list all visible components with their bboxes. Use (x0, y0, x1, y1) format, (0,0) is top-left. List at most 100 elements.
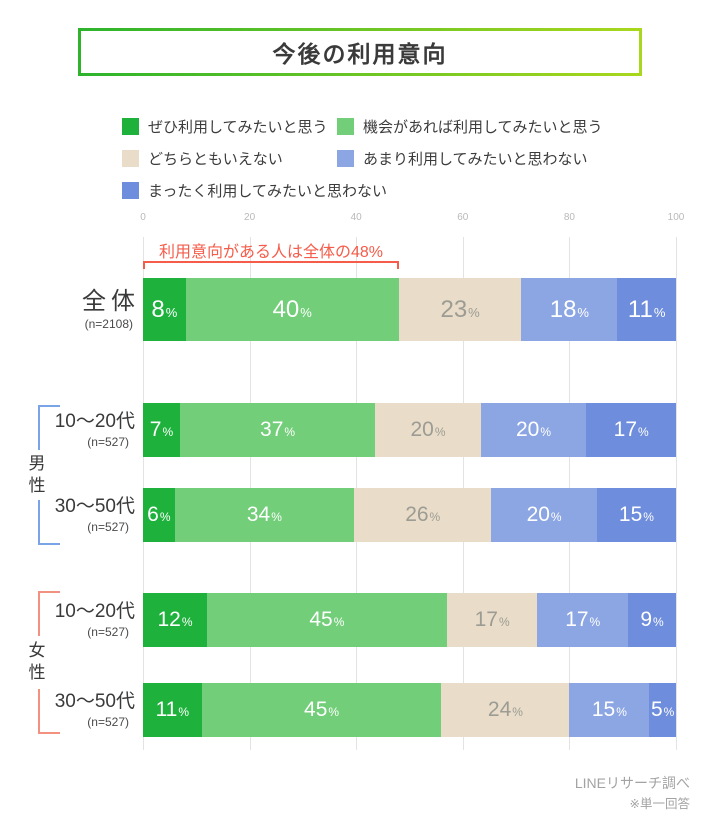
legend-swatch (337, 149, 354, 167)
bar-segment-value: 40% (272, 295, 312, 323)
bar-segment-value: 8% (151, 295, 178, 323)
bar-segment: 9% (628, 593, 676, 647)
bar-segment-value: 5% (650, 698, 675, 721)
legend-swatch (337, 117, 354, 135)
annotation-text: 利用意向がある人は全体の48% (158, 244, 384, 261)
group-label: 女 性 (28, 641, 46, 682)
row-label: 全体 (n=2108) (82, 278, 135, 341)
row-name: 10〜20代 (54, 411, 135, 433)
legend-item-label: あまり利用してみたいと思わない (363, 150, 588, 168)
bar-segment-value: 20% (410, 418, 446, 441)
bar-row: 6% 34% 26% 20% 15% (143, 488, 676, 542)
bar-segment-value: 20% (516, 418, 552, 441)
bar-segment-value: 26% (405, 503, 441, 526)
bar-segment-value: 6% (147, 503, 171, 526)
group-bracket-top (38, 591, 60, 636)
bar-segment-value: 15% (591, 698, 627, 721)
legend-item: どちらともいえない (122, 148, 283, 168)
bar-segment-value: 11% (627, 295, 666, 323)
bar-segment-value: 45% (309, 608, 345, 631)
bar-segment: 8% (143, 278, 186, 341)
axis-tick-label: 80 (563, 212, 575, 223)
group-label: 男 性 (28, 454, 46, 495)
legend-swatch (122, 117, 139, 135)
row-sample-size: (n=527) (87, 714, 129, 729)
axis-tick-label: 40 (350, 212, 362, 223)
bar-segment-value: 7% (149, 418, 174, 441)
axis-tick-label: 0 (140, 212, 146, 223)
bar-segment-value: 45% (304, 698, 340, 721)
axis-tick-label: 60 (457, 212, 469, 223)
axis-tick-label: 20 (244, 212, 256, 223)
legend-item-label: ぜひ利用してみたいと思う (148, 118, 328, 136)
bar-segment-value: 9% (640, 608, 664, 631)
legend-item: ぜひ利用してみたいと思う (122, 116, 328, 136)
bar-segment: 15% (569, 683, 650, 737)
axis-tick-label: 100 (667, 212, 685, 223)
bar-segment: 20% (491, 488, 597, 542)
legend-item-label: 機会があれば利用してみたいと思う (363, 118, 603, 136)
bar-segment: 40% (185, 278, 399, 341)
group-bracket-top (38, 405, 60, 450)
legend-item: 機会があれば利用してみたいと思う (337, 116, 603, 136)
bar-segment: 6% (143, 488, 175, 542)
bar-segment: 37% (179, 403, 376, 457)
title-box: 今後の利用意向 (78, 28, 642, 76)
answer-note: ※単一回答 (629, 797, 690, 811)
legend-swatch (122, 149, 139, 167)
bar-segment-value: 23% (440, 295, 480, 323)
bar-segment: 5% (649, 683, 676, 737)
bar-segment: 7% (143, 403, 180, 457)
bar-row: 7% 37% 20% 20% 17% (143, 403, 676, 457)
bar-segment: 15% (596, 488, 676, 542)
legend-swatch (122, 181, 139, 199)
bar-segment-value: 34% (246, 503, 282, 526)
bar-segment: 23% (398, 278, 522, 341)
bar-segment: 26% (354, 488, 492, 542)
row-sample-size: (n=527) (87, 624, 129, 639)
legend-item: まったく利用してみたいと思わない (122, 180, 387, 200)
page-title: 今後の利用意向 (272, 41, 448, 67)
row-sample-size: (n=2108) (84, 317, 133, 332)
bar-segment: 11% (617, 278, 676, 341)
bar-segment: 17% (586, 403, 676, 457)
bar-segment: 24% (441, 683, 570, 737)
source-note: LINEリサーチ調べ (574, 775, 690, 791)
bar-segment: 17% (537, 593, 629, 647)
bar-segment-value: 15% (618, 503, 654, 526)
bar-segment: 18% (521, 278, 618, 341)
row-sample-size: (n=527) (87, 519, 129, 534)
group-bracket-bottom (38, 689, 60, 734)
bar-segment-value: 17% (613, 418, 649, 441)
bar-row: 11% 45% 24% 15% 5% (143, 683, 676, 737)
bar-segment: 20% (480, 403, 587, 457)
row-name: 10〜20代 (54, 601, 135, 623)
row-label: 10〜20代 (n=527) (55, 593, 135, 647)
row-label: 30〜50代 (n=527) (55, 683, 135, 737)
bar-segment-value: 24% (487, 698, 523, 721)
row-name: 全体 (82, 287, 140, 315)
legend-item: あまり利用してみたいと思わない (337, 148, 588, 168)
row-label: 30〜50代 (n=527) (55, 488, 135, 542)
bar-segment-value: 17% (474, 608, 510, 631)
bar-segment-value: 12% (157, 608, 193, 631)
annotation-bracket (143, 261, 399, 269)
bar-row: 12% 45% 17% 17% 9% (143, 593, 676, 647)
bar-segment-value: 18% (549, 295, 589, 323)
bar-segment: 12% (143, 593, 207, 647)
bar-segment: 34% (174, 488, 355, 542)
bar-segment: 20% (375, 403, 481, 457)
row-label: 10〜20代 (n=527) (55, 403, 135, 457)
group-bracket-bottom (38, 500, 60, 545)
legend-item-label: どちらともいえない (148, 150, 283, 168)
bar-segment-value: 37% (260, 418, 296, 441)
row-name: 30〜50代 (54, 691, 135, 713)
bar-segment: 17% (446, 593, 538, 647)
bar-segment: 45% (201, 683, 442, 737)
bar-segment: 45% (206, 593, 447, 647)
row-name: 30〜50代 (54, 496, 135, 518)
bar-segment-value: 11% (155, 698, 190, 721)
row-sample-size: (n=527) (87, 434, 129, 449)
bar-row: 8% 40% 23% 18% 11% (143, 278, 676, 341)
